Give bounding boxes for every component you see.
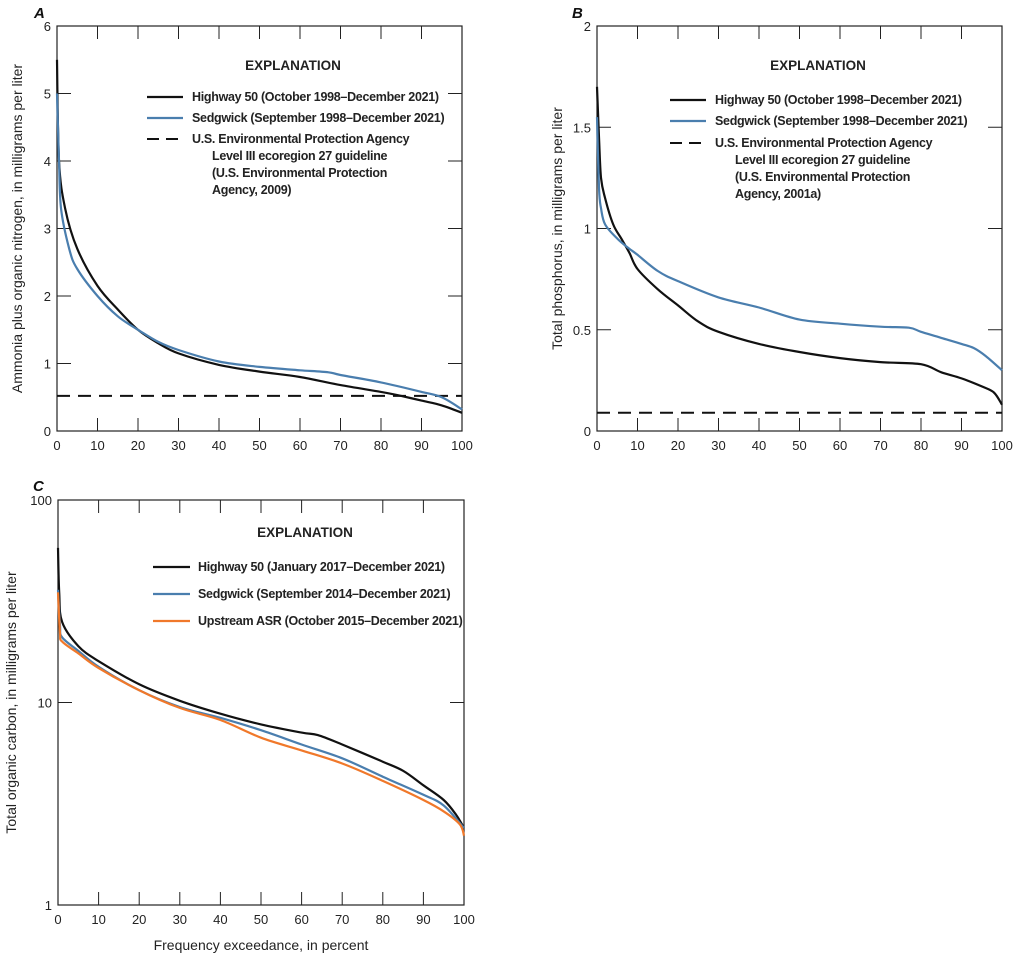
- x-tick-label: 40: [213, 912, 227, 927]
- x-tick-label: 70: [335, 912, 349, 927]
- legend-title: EXPLANATION: [770, 58, 866, 73]
- x-tick-label: 30: [711, 438, 725, 453]
- series-line-highway50: [56, 547, 465, 829]
- y-tick-label: 10: [38, 696, 52, 711]
- legend-label-guideline: Agency, 2001a): [735, 187, 821, 201]
- x-tick-label: 100: [451, 438, 473, 453]
- y-axis-label: Ammonia plus organic nitrogen, in millig…: [9, 64, 25, 393]
- plot-frame: [56, 25, 463, 432]
- series-line-highway50: [55, 59, 463, 414]
- legend-label-upstream_asr: Upstream ASR (October 2015–December 2021…: [198, 614, 463, 628]
- legend-label-guideline: (U.S. Environmental Protection: [735, 170, 910, 184]
- legend-label-highway50: Highway 50 (January 2017–December 2021): [198, 560, 445, 574]
- legend-label-guideline: Level III ecoregion 27 guideline: [735, 153, 911, 167]
- x-tick-label: 100: [991, 438, 1013, 453]
- panel-label: A: [33, 5, 45, 22]
- y-tick-label: 1: [45, 898, 52, 913]
- y-tick-label: 0: [584, 424, 591, 439]
- x-tick-label: 10: [630, 438, 644, 453]
- series-line-sedgwick: [55, 93, 463, 411]
- y-tick-label: 5: [44, 87, 51, 102]
- x-tick-label: 20: [131, 438, 145, 453]
- series-line-sedgwick: [595, 117, 1003, 372]
- y-tick-label: 2: [584, 19, 591, 34]
- x-tick-label: 100: [453, 912, 475, 927]
- x-tick-label: 90: [954, 438, 968, 453]
- x-tick-label: 30: [173, 912, 187, 927]
- legend-label-guideline: U.S. Environmental Protection Agency: [715, 136, 933, 150]
- x-tick-label: 50: [254, 912, 268, 927]
- y-tick-label: 1.5: [573, 120, 591, 135]
- y-tick-label: 0: [44, 424, 51, 439]
- legend-label-highway50: Highway 50 (October 1998–December 2021): [192, 90, 439, 104]
- y-tick-label: 100: [30, 493, 52, 508]
- x-tick-label: 30: [171, 438, 185, 453]
- legend-label-guideline: Level III ecoregion 27 guideline: [212, 149, 388, 163]
- y-tick-label: 6: [44, 19, 51, 34]
- x-tick-label: 90: [416, 912, 430, 927]
- x-tick-label: 50: [252, 438, 266, 453]
- x-axis-label: Frequency exceedance, in percent: [154, 937, 369, 953]
- x-tick-label: 70: [333, 438, 347, 453]
- panel-label: B: [572, 5, 583, 22]
- y-axis-label: Total organic carbon, in milligrams per …: [3, 571, 19, 834]
- panel-b: B 0 10 20 30 40 50 60 70 80 90 100 0 0.5 1 1.5 2 Total ph…: [549, 5, 1013, 453]
- series-line-highway50: [595, 86, 1003, 406]
- y-tick-label: 1: [584, 222, 591, 237]
- legend-title: EXPLANATION: [257, 525, 353, 540]
- legend-label-guideline: (U.S. Environmental Protection: [212, 166, 387, 180]
- x-tick-label: 20: [671, 438, 685, 453]
- x-tick-label: 80: [374, 438, 388, 453]
- x-tick-label: 80: [376, 912, 390, 927]
- y-tick-label: 4: [44, 154, 51, 169]
- plot-frame: [596, 25, 1003, 432]
- x-tick-label: 90: [414, 438, 428, 453]
- x-tick-label: 70: [873, 438, 887, 453]
- x-tick-label: 0: [53, 438, 60, 453]
- x-tick-label: 60: [293, 438, 307, 453]
- y-axis-label: Total phosphorus, in milligrams per lite…: [549, 107, 565, 350]
- legend-label-highway50: Highway 50 (October 1998–December 2021): [715, 93, 962, 107]
- x-tick-label: 60: [294, 912, 308, 927]
- legend-title: EXPLANATION: [245, 58, 341, 73]
- y-tick-label: 2: [44, 289, 51, 304]
- legend-label-guideline: Agency, 2009): [212, 183, 291, 197]
- series-line-sedgwick: [56, 589, 465, 829]
- legend-label-sedgwick: Sedgwick (September 2014–December 2021): [198, 587, 450, 601]
- legend-label-sedgwick: Sedgwick (September 1998–December 2021): [192, 111, 444, 125]
- y-tick-label: 0.5: [573, 323, 591, 338]
- x-tick-label: 0: [593, 438, 600, 453]
- x-tick-label: 10: [91, 912, 105, 927]
- x-tick-label: 10: [90, 438, 104, 453]
- x-tick-label: 50: [792, 438, 806, 453]
- x-tick-label: 0: [54, 912, 61, 927]
- legend-label-guideline: U.S. Environmental Protection Agency: [192, 132, 410, 146]
- series-line-upstream_asr: [56, 592, 466, 837]
- legend-label-sedgwick: Sedgwick (September 1998–December 2021): [715, 114, 967, 128]
- panel-a: A 0 10 20 30 40 50 60 70 80 90 100 0 1 2 3 4 5 6 Ammonia pl…: [9, 5, 473, 453]
- panel-label: C: [33, 478, 45, 495]
- x-tick-label: 80: [914, 438, 928, 453]
- y-tick-label: 3: [44, 222, 51, 237]
- x-tick-label: 20: [132, 912, 146, 927]
- x-tick-label: 60: [833, 438, 847, 453]
- y-tick-label: 1: [44, 357, 51, 372]
- x-tick-label: 40: [212, 438, 226, 453]
- x-tick-label: 40: [752, 438, 766, 453]
